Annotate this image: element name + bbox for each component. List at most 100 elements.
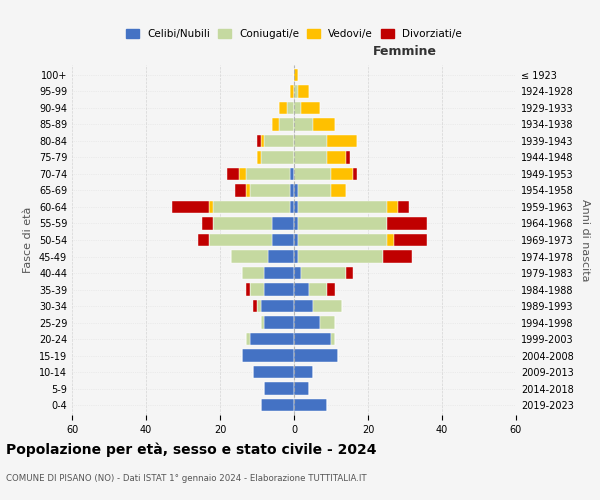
Bar <box>294 168 331 180</box>
Y-axis label: Anni di nascita: Anni di nascita <box>580 198 590 281</box>
Bar <box>294 366 313 378</box>
Bar <box>268 250 294 262</box>
Bar <box>294 68 298 81</box>
Bar <box>172 201 209 213</box>
Bar <box>294 135 328 147</box>
Bar <box>298 250 383 262</box>
Bar <box>294 152 328 164</box>
Bar <box>246 168 290 180</box>
Bar <box>202 218 212 230</box>
Bar <box>257 300 260 312</box>
Bar <box>294 350 338 362</box>
Bar <box>328 135 357 147</box>
Bar <box>250 184 290 196</box>
Bar <box>298 218 386 230</box>
Bar <box>294 234 298 246</box>
Bar <box>301 102 320 114</box>
Bar <box>331 333 335 345</box>
Bar <box>313 300 342 312</box>
Bar <box>328 284 335 296</box>
Bar <box>386 201 398 213</box>
Bar <box>294 118 313 130</box>
Bar <box>394 234 427 246</box>
Bar <box>260 300 294 312</box>
Bar <box>294 250 298 262</box>
Bar <box>294 333 331 345</box>
Bar <box>290 168 294 180</box>
Bar <box>260 316 265 328</box>
Bar <box>353 168 357 180</box>
Bar <box>294 102 301 114</box>
Bar <box>294 218 298 230</box>
Legend: Celibi/Nubili, Coniugati/e, Vedovi/e, Divorziati/e: Celibi/Nubili, Coniugati/e, Vedovi/e, Di… <box>122 24 466 44</box>
Bar <box>212 201 290 213</box>
Bar <box>331 168 353 180</box>
Bar <box>253 366 294 378</box>
Bar <box>320 316 335 328</box>
Bar <box>294 300 313 312</box>
Bar <box>294 284 309 296</box>
Bar <box>386 234 394 246</box>
Text: Popolazione per età, sesso e stato civile - 2024: Popolazione per età, sesso e stato civil… <box>6 442 377 457</box>
Bar <box>309 284 328 296</box>
Bar <box>294 184 298 196</box>
Bar <box>260 152 294 164</box>
Bar <box>265 316 294 328</box>
Bar <box>239 168 246 180</box>
Bar <box>298 201 386 213</box>
Bar <box>265 382 294 395</box>
Bar <box>298 184 331 196</box>
Bar <box>294 382 309 395</box>
Bar <box>235 184 246 196</box>
Bar <box>246 284 250 296</box>
Bar <box>257 135 260 147</box>
Bar <box>290 184 294 196</box>
Bar <box>257 152 260 164</box>
Bar <box>253 300 257 312</box>
Bar <box>294 267 301 279</box>
Text: COMUNE DI PISANO (NO) - Dati ISTAT 1° gennaio 2024 - Elaborazione TUTTITALIA.IT: COMUNE DI PISANO (NO) - Dati ISTAT 1° ge… <box>6 474 367 483</box>
Bar <box>246 333 250 345</box>
Bar <box>298 234 386 246</box>
Bar <box>272 234 294 246</box>
Bar <box>212 218 272 230</box>
Bar <box>279 118 294 130</box>
Bar <box>246 184 250 196</box>
Bar <box>198 234 209 246</box>
Bar <box>209 201 212 213</box>
Bar <box>398 201 409 213</box>
Bar <box>227 168 239 180</box>
Bar <box>313 118 335 130</box>
Text: Femmine: Femmine <box>373 45 437 58</box>
Bar <box>250 284 265 296</box>
Y-axis label: Fasce di età: Fasce di età <box>23 207 33 273</box>
Bar <box>294 85 298 98</box>
Bar <box>250 333 294 345</box>
Bar <box>260 399 294 411</box>
Bar <box>265 267 294 279</box>
Bar <box>242 350 294 362</box>
Bar <box>294 316 320 328</box>
Bar <box>260 135 265 147</box>
Bar <box>290 85 294 98</box>
Bar <box>346 152 349 164</box>
Bar <box>331 184 346 196</box>
Bar <box>265 135 294 147</box>
Bar <box>294 201 298 213</box>
Bar <box>209 234 272 246</box>
Bar <box>386 218 427 230</box>
Bar <box>298 85 309 98</box>
Bar <box>272 118 279 130</box>
Bar <box>290 201 294 213</box>
Bar <box>242 267 265 279</box>
Bar <box>287 102 294 114</box>
Bar <box>301 267 346 279</box>
Bar <box>346 267 353 279</box>
Bar <box>328 152 346 164</box>
Bar <box>383 250 412 262</box>
Bar <box>294 399 328 411</box>
Bar <box>272 218 294 230</box>
Bar <box>279 102 287 114</box>
Bar <box>231 250 268 262</box>
Bar <box>265 284 294 296</box>
